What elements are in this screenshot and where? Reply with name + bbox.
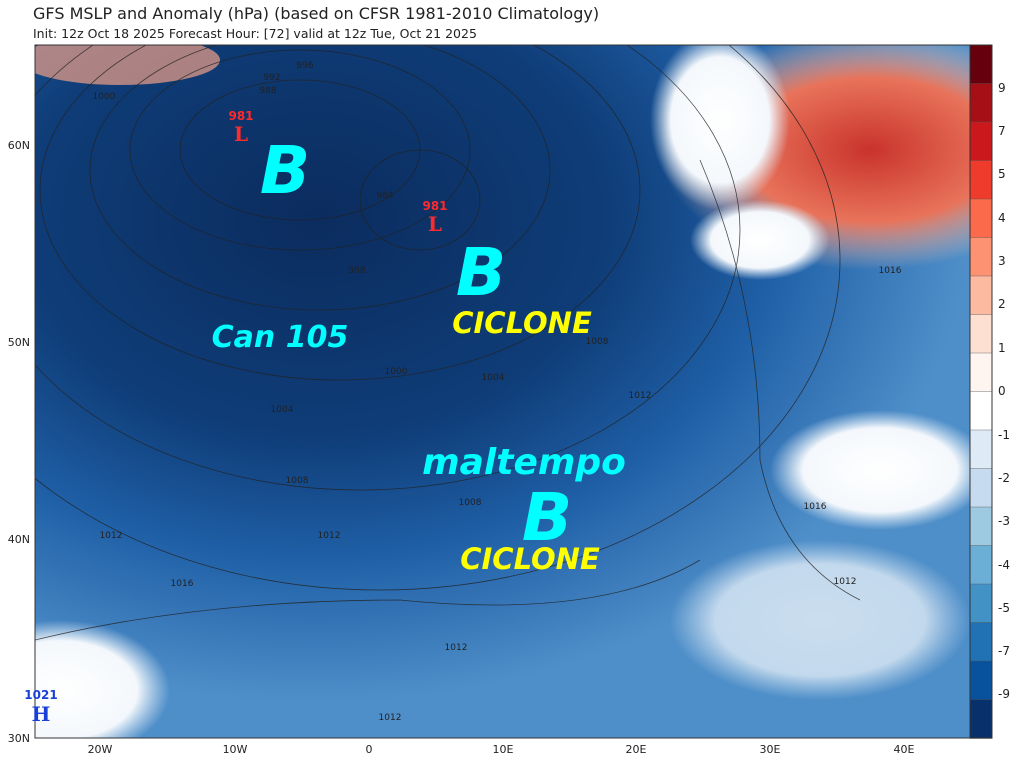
isobar-label: 1012 [834, 577, 857, 587]
lon-label: 0 [366, 743, 373, 756]
isobar-label: 1004 [482, 373, 505, 383]
colorbar-band [969, 83, 993, 123]
colorbar-tick: 7 [998, 124, 1006, 138]
annotation-maltempo: maltempo [422, 442, 626, 483]
isobar-label: 988 [348, 266, 365, 276]
colorbar-tick: -5 [998, 601, 1010, 615]
colorbar-tick: 0 [998, 384, 1006, 398]
isobar-label: 1008 [286, 476, 309, 486]
isobar-label: 992 [263, 73, 280, 83]
lon-label: 20W [88, 743, 113, 756]
isobar-label: 1012 [629, 391, 652, 401]
low-value: 981 [228, 109, 253, 123]
colorbar-band [969, 275, 993, 316]
lat-label: 50N [8, 336, 30, 349]
colorbar-band [969, 314, 993, 354]
colorbar-tick: 2 [998, 297, 1006, 311]
colorbar-band [969, 352, 993, 393]
colorbar-tick: 9 [998, 81, 1006, 95]
colorbar-band [969, 660, 993, 701]
isobar-label: 1000 [385, 367, 408, 377]
low-value: 981 [422, 199, 447, 213]
annotation-b: B [260, 132, 310, 209]
isobar-label: 1004 [271, 405, 294, 415]
isobar-label: 996 [296, 61, 313, 71]
isobar-label: 1012 [318, 531, 341, 541]
colorbar-band [969, 468, 993, 508]
lon-label: 10E [493, 743, 514, 756]
colorbar-tick: 4 [998, 211, 1006, 225]
colorbar-tick: -3 [998, 514, 1010, 528]
colorbar-band [969, 429, 993, 470]
lon-label: 30E [760, 743, 781, 756]
isobar-label: 1012 [445, 643, 468, 653]
annotation-ciclone: CICLONE [460, 542, 600, 576]
colorbar-tick: 3 [998, 254, 1006, 268]
colorbar-band [969, 622, 993, 662]
lat-label: 60N [8, 139, 30, 152]
lat-label: 30N [8, 732, 30, 745]
high-value: 1021 [24, 688, 57, 702]
colorbar-band [969, 583, 993, 624]
colorbar-band [969, 545, 993, 585]
colorbar-band [969, 44, 993, 85]
colorbar-band [969, 391, 993, 431]
chart-title: GFS MSLP and Anomaly (hPa) (based on CFS… [33, 4, 600, 23]
colorbar-band [969, 237, 993, 277]
annotation-b: B [456, 234, 506, 311]
colorbar-tick: -7 [998, 644, 1010, 658]
colorbar-tick: -9 [998, 687, 1010, 701]
isobars [35, 45, 861, 641]
lon-label: 10W [223, 743, 248, 756]
isobar-label: 988 [259, 86, 276, 96]
lon-label: 40E [894, 743, 915, 756]
high-marker: H [32, 702, 51, 726]
colorbar-band [969, 198, 993, 239]
lat-label: 40N [8, 533, 30, 546]
annotation-ciclone: CICLONE [452, 306, 592, 340]
colorbar-tick: -2 [998, 471, 1010, 485]
isobar-label: 1016 [879, 266, 902, 276]
annotation-can: Can 105 [212, 320, 349, 355]
colorbar-tick: -1 [998, 428, 1010, 442]
isobar-label: 1016 [804, 502, 827, 512]
isobar-label: 984 [376, 191, 393, 201]
isobar-label: 1008 [459, 498, 482, 508]
isobar-label: 1012 [379, 713, 402, 723]
lon-label: 20E [626, 743, 647, 756]
low-marker: L [428, 212, 442, 236]
colorbar-band [969, 699, 993, 739]
colorbar [969, 44, 993, 739]
colorbar-tick: 1 [998, 341, 1006, 355]
isobar-label: 1008 [586, 337, 609, 347]
isobar-label: 1012 [100, 531, 123, 541]
colorbar-tick: -4 [998, 558, 1010, 572]
chart-subtitle: Init: 12z Oct 18 2025 Forecast Hour: [72… [33, 26, 477, 41]
colorbar-band [969, 160, 993, 200]
colorbar-band [969, 506, 993, 547]
low-marker: L [234, 122, 248, 146]
colorbar-tick: 5 [998, 167, 1006, 181]
colorbar-band [969, 121, 993, 162]
annotation-b: B [522, 479, 572, 556]
isobar-label: 1000 [93, 92, 116, 102]
isobar-label: 1016 [171, 579, 194, 589]
